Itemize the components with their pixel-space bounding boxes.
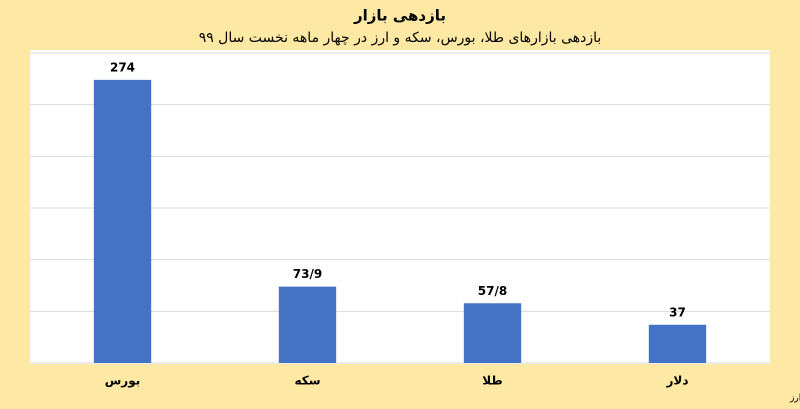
- chart-subtitle: بازدهی بازارهای طلا، بورس، سکه و ارز در …: [199, 30, 602, 46]
- source-note: منبع؛ دلار: صرافی ملی، بورس: سازمان بورس…: [789, 394, 800, 404]
- data-label: 73/9: [293, 267, 322, 281]
- x-tick-label: طلا: [482, 374, 502, 388]
- bar: [648, 324, 707, 363]
- x-tick-label: سکه: [294, 374, 320, 388]
- chart-title: بازدهی بازار: [353, 7, 446, 25]
- bar: [278, 286, 337, 363]
- data-label: 274: [110, 60, 135, 74]
- x-tick-label: بورس: [105, 374, 141, 389]
- data-label: 57/8: [478, 284, 507, 298]
- data-label: 37: [669, 305, 686, 319]
- x-tick-label: دلار: [665, 374, 688, 388]
- bar: [463, 303, 522, 363]
- bar: [93, 79, 152, 363]
